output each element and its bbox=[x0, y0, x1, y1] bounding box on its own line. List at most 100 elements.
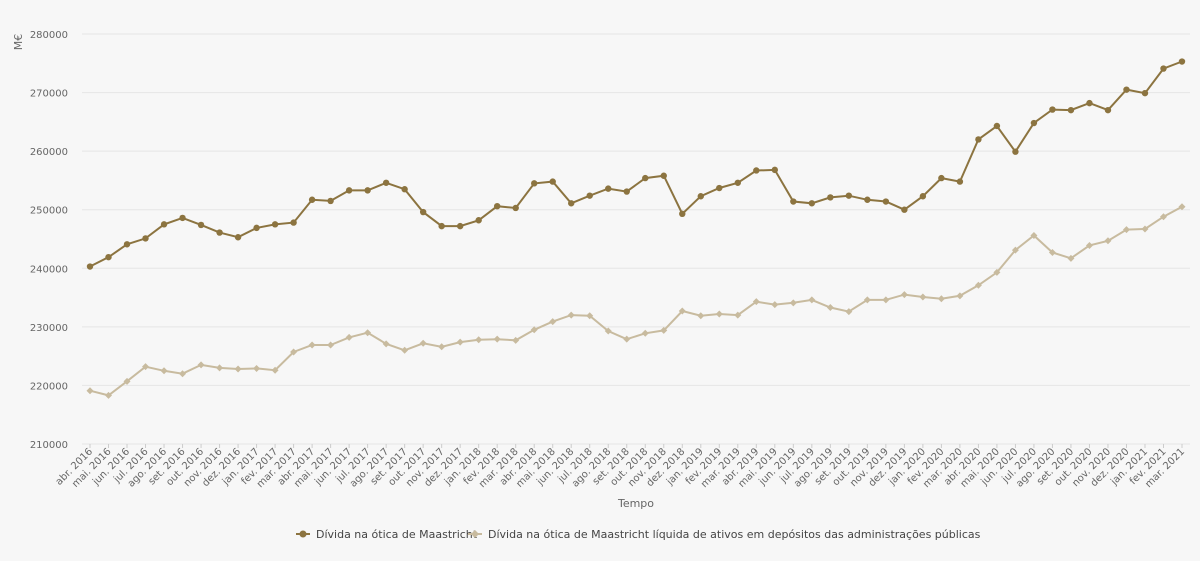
data-point[interactable] bbox=[364, 329, 372, 337]
data-point[interactable] bbox=[1141, 89, 1149, 97]
data-point[interactable] bbox=[882, 296, 890, 304]
data-point[interactable] bbox=[1104, 237, 1112, 245]
data-point[interactable] bbox=[568, 200, 575, 207]
data-point[interactable] bbox=[734, 311, 742, 319]
data-point[interactable] bbox=[1122, 226, 1130, 234]
data-point[interactable] bbox=[549, 178, 556, 185]
data-point[interactable] bbox=[382, 179, 390, 186]
data-point[interactable] bbox=[1067, 106, 1075, 114]
data-point[interactable] bbox=[1159, 213, 1167, 221]
data-point[interactable] bbox=[512, 336, 520, 344]
data-point[interactable] bbox=[864, 196, 871, 203]
data-point[interactable] bbox=[160, 367, 168, 375]
data-point[interactable] bbox=[919, 293, 927, 301]
data-point[interactable] bbox=[419, 208, 427, 216]
data-point[interactable] bbox=[734, 179, 741, 186]
data-point[interactable] bbox=[234, 365, 242, 373]
data-point[interactable] bbox=[937, 295, 945, 303]
data-point[interactable] bbox=[160, 221, 168, 228]
data-point[interactable] bbox=[938, 174, 945, 182]
data-point[interactable] bbox=[1049, 106, 1056, 113]
data-point[interactable] bbox=[826, 304, 834, 312]
data-point[interactable] bbox=[753, 167, 760, 174]
data-point[interactable] bbox=[993, 122, 1001, 130]
data-point[interactable] bbox=[1178, 58, 1186, 65]
data-point[interactable] bbox=[234, 234, 242, 241]
data-point[interactable] bbox=[808, 296, 816, 304]
data-point[interactable] bbox=[438, 222, 445, 230]
data-point[interactable] bbox=[197, 221, 205, 229]
data-point[interactable] bbox=[975, 136, 982, 143]
data-point[interactable] bbox=[1141, 225, 1149, 233]
data-point[interactable] bbox=[475, 217, 482, 224]
data-point[interactable] bbox=[512, 204, 519, 212]
data-point[interactable] bbox=[863, 296, 871, 304]
data-point[interactable] bbox=[308, 196, 316, 203]
data-point[interactable] bbox=[290, 219, 297, 226]
data-point[interactable] bbox=[271, 366, 279, 374]
data-point[interactable] bbox=[1012, 148, 1019, 155]
data-point[interactable] bbox=[549, 318, 557, 326]
data-point[interactable] bbox=[1030, 119, 1038, 127]
data-point[interactable] bbox=[438, 343, 446, 351]
data-point[interactable] bbox=[216, 364, 224, 372]
data-point[interactable] bbox=[1160, 65, 1167, 72]
data-point[interactable] bbox=[789, 299, 797, 307]
data-point[interactable] bbox=[604, 327, 612, 335]
data-point[interactable] bbox=[771, 166, 779, 174]
legend-item-2[interactable]: Dívida na ótica de Maastricht líquida de… bbox=[468, 528, 981, 541]
data-point[interactable] bbox=[771, 301, 779, 309]
data-point[interactable] bbox=[123, 377, 131, 385]
data-point[interactable] bbox=[493, 203, 501, 210]
data-point[interactable] bbox=[678, 307, 686, 315]
data-point[interactable] bbox=[105, 391, 113, 399]
data-point[interactable] bbox=[845, 308, 853, 316]
data-point[interactable] bbox=[752, 298, 760, 306]
data-point[interactable] bbox=[253, 224, 260, 232]
data-point[interactable] bbox=[216, 229, 223, 236]
data-point[interactable] bbox=[105, 253, 112, 261]
data-point[interactable] bbox=[956, 292, 964, 300]
data-point[interactable] bbox=[1030, 231, 1038, 239]
data-point[interactable] bbox=[1048, 248, 1056, 256]
data-point[interactable] bbox=[401, 186, 408, 193]
data-point[interactable] bbox=[586, 312, 594, 320]
data-point[interactable] bbox=[1086, 99, 1093, 107]
data-point[interactable] bbox=[493, 335, 501, 343]
data-point[interactable] bbox=[882, 198, 890, 205]
data-point[interactable] bbox=[1178, 203, 1186, 211]
data-point[interactable] bbox=[1011, 246, 1019, 254]
data-point[interactable] bbox=[697, 193, 704, 200]
data-point[interactable] bbox=[623, 188, 630, 195]
data-point[interactable] bbox=[364, 187, 371, 194]
legend-item-1[interactable]: Dívida na ótica de Maastricht bbox=[296, 528, 478, 541]
data-point[interactable] bbox=[623, 335, 631, 343]
data-point[interactable] bbox=[660, 326, 668, 334]
data-point[interactable] bbox=[919, 193, 927, 200]
data-point[interactable] bbox=[271, 221, 279, 228]
data-point[interactable] bbox=[401, 346, 409, 354]
data-point[interactable] bbox=[142, 235, 149, 242]
data-point[interactable] bbox=[586, 192, 593, 199]
data-point[interactable] bbox=[456, 222, 464, 230]
data-point[interactable] bbox=[253, 364, 261, 372]
data-point[interactable] bbox=[697, 312, 705, 320]
data-point[interactable] bbox=[327, 197, 334, 205]
data-point[interactable] bbox=[179, 370, 187, 378]
data-point[interactable] bbox=[642, 174, 649, 182]
data-point[interactable] bbox=[845, 192, 853, 199]
data-point[interactable] bbox=[1067, 254, 1075, 262]
data-point[interactable] bbox=[86, 263, 94, 270]
data-point[interactable] bbox=[308, 341, 316, 349]
data-point[interactable] bbox=[679, 210, 686, 218]
data-point[interactable] bbox=[456, 338, 464, 346]
data-point[interactable] bbox=[382, 340, 390, 348]
data-point[interactable] bbox=[567, 311, 575, 319]
data-point[interactable] bbox=[475, 336, 483, 344]
data-point[interactable] bbox=[901, 206, 908, 213]
data-point[interactable] bbox=[419, 339, 427, 347]
data-point[interactable] bbox=[531, 180, 538, 187]
data-point[interactable] bbox=[345, 333, 353, 341]
data-point[interactable] bbox=[956, 178, 964, 185]
data-point[interactable] bbox=[993, 268, 1001, 276]
